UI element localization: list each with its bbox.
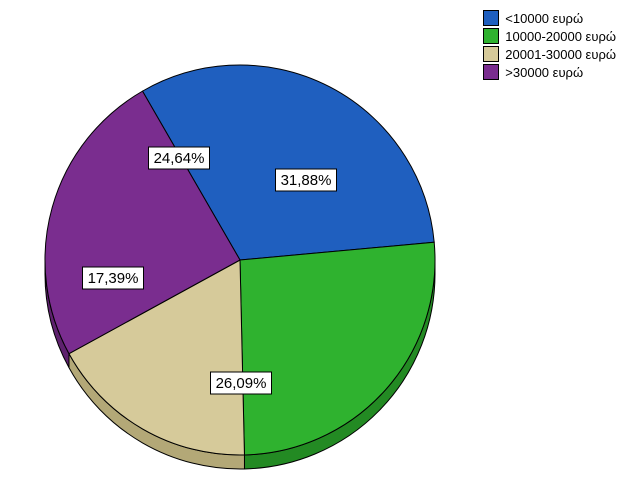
legend-swatch: [483, 64, 499, 80]
legend-item: 20001-30000 ευρώ: [483, 46, 616, 62]
legend-label: 10000-20000 ευρώ: [505, 29, 616, 44]
slice-label: 31,88%: [281, 172, 332, 189]
legend-label: 20001-30000 ευρώ: [505, 47, 616, 62]
slice-label: 17,39%: [88, 270, 139, 287]
legend-item: 10000-20000 ευρώ: [483, 28, 616, 44]
legend-label: <10000 ευρώ: [505, 11, 583, 26]
legend-label: >30000 ευρώ: [505, 65, 583, 80]
chart-container: 31,88% 26,09% 17,39% 24,64% <10000 ευρώ 1000…: [0, 0, 626, 501]
slice-label: 24,64%: [154, 150, 205, 167]
legend-swatch: [483, 10, 499, 26]
slice-label: 26,09%: [216, 375, 267, 392]
legend-swatch: [483, 46, 499, 62]
legend-item: <10000 ευρώ: [483, 10, 616, 26]
legend-item: >30000 ευρώ: [483, 64, 616, 80]
legend-swatch: [483, 28, 499, 44]
legend: <10000 ευρώ 10000-20000 ευρώ 20001-30000 ε…: [483, 10, 616, 82]
pie-slice: [240, 242, 435, 455]
